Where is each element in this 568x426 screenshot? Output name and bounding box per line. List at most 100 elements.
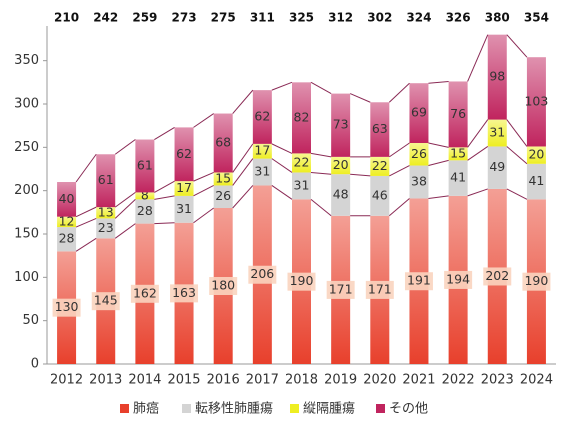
x-tick-label: 2014 — [128, 373, 161, 388]
value-label: 61 — [98, 172, 114, 187]
value-label: 63 — [372, 121, 388, 136]
bar-segment — [409, 143, 429, 166]
value-label: 22 — [294, 154, 310, 169]
bar-segment — [252, 158, 272, 186]
connector-line — [310, 81, 332, 95]
value-label: 206 — [250, 266, 274, 281]
bar-segment — [292, 172, 311, 200]
value-label-box — [404, 272, 433, 291]
value-label-box — [522, 272, 551, 291]
connector-line — [232, 158, 254, 186]
connector-line — [506, 146, 528, 165]
bar-segment — [409, 165, 429, 199]
total-label: 354 — [524, 11, 549, 25]
value-label: 17 — [254, 143, 270, 158]
connector-line — [114, 139, 136, 155]
connector-line — [75, 237, 97, 252]
bar-segment — [526, 163, 546, 200]
value-label: 48 — [333, 187, 349, 202]
total-label: 302 — [367, 11, 392, 25]
bar-segment — [526, 57, 546, 147]
x-tick-label: 2018 — [285, 373, 318, 388]
total-label: 311 — [250, 11, 275, 25]
value-label-box — [365, 280, 394, 299]
bar-segment — [252, 143, 272, 159]
value-label: 180 — [211, 278, 235, 293]
connector-line — [467, 188, 488, 197]
connector-line — [388, 82, 410, 103]
value-label: 76 — [450, 106, 466, 121]
connector-line — [310, 171, 332, 175]
value-label: 41 — [450, 170, 466, 185]
value-label-box — [287, 272, 316, 291]
value-label: 40 — [59, 191, 75, 206]
value-label: 22 — [372, 158, 388, 173]
value-label: 26 — [215, 188, 231, 203]
value-label: 73 — [333, 117, 349, 132]
connector-line — [154, 126, 175, 140]
total-label: 273 — [172, 11, 197, 25]
bar-segment — [57, 227, 77, 252]
connector-line — [232, 185, 254, 209]
connector-line — [310, 152, 332, 158]
value-label-box — [444, 270, 473, 289]
value-label: 20 — [528, 147, 544, 162]
legend-label: 肺癌 — [133, 401, 159, 417]
value-label: 68 — [215, 135, 231, 150]
value-label: 12 — [59, 213, 75, 228]
bar-segment — [448, 147, 468, 161]
value-label: 31 — [176, 201, 192, 216]
bar-segment — [135, 139, 155, 193]
bar-segment — [292, 153, 311, 173]
value-label: 130 — [55, 299, 79, 314]
x-tick-label: 2022 — [442, 373, 475, 388]
connector-line — [271, 185, 293, 200]
connector-line — [232, 143, 254, 173]
connector-line — [506, 34, 528, 58]
value-label: 61 — [137, 157, 153, 172]
value-label: 49 — [489, 159, 505, 174]
bar-segment — [292, 82, 311, 154]
total-label: 210 — [54, 11, 79, 25]
bar-segment — [57, 182, 77, 217]
value-label: 23 — [98, 220, 114, 235]
bar-segment — [409, 83, 429, 143]
bar-segment — [174, 195, 194, 223]
connector-line — [154, 195, 175, 200]
legend-label: 縦隔腫瘍 — [303, 401, 355, 417]
legend-swatch — [182, 404, 191, 413]
bar-segment — [370, 156, 390, 176]
bar-segment — [331, 156, 351, 175]
legend-label: 転移性肺腫瘍 — [195, 401, 273, 417]
bar-segment — [370, 102, 390, 157]
bar-segment — [331, 174, 351, 216]
legend-label: その他 — [389, 402, 428, 417]
value-label-box — [326, 280, 355, 299]
value-label: 62 — [176, 146, 192, 161]
connector-line — [114, 198, 136, 219]
x-tick-label: 2015 — [167, 373, 200, 388]
value-label: 28 — [137, 203, 153, 218]
y-tick-label: 50 — [22, 313, 39, 328]
y-tick-label: 250 — [14, 140, 39, 155]
bar-segment — [96, 207, 116, 219]
connector-line — [467, 146, 489, 161]
value-label-box — [91, 292, 120, 311]
bar-segment — [370, 175, 390, 216]
connector-line — [506, 119, 528, 147]
bar-segment — [487, 146, 507, 189]
value-label: 103 — [524, 93, 548, 108]
connector-line — [467, 34, 489, 82]
x-tick-label: 2021 — [402, 373, 435, 388]
total-label: 380 — [485, 11, 510, 25]
value-label: 38 — [411, 174, 427, 189]
value-label: 190 — [290, 273, 314, 288]
bar-segment — [174, 127, 194, 182]
connector-line — [114, 223, 136, 239]
value-label-box — [248, 265, 277, 284]
value-label-box — [52, 298, 81, 317]
bar-segment — [213, 172, 233, 186]
value-label: 8 — [141, 187, 149, 202]
bar-segment — [57, 216, 77, 228]
bar-segment — [135, 199, 155, 224]
